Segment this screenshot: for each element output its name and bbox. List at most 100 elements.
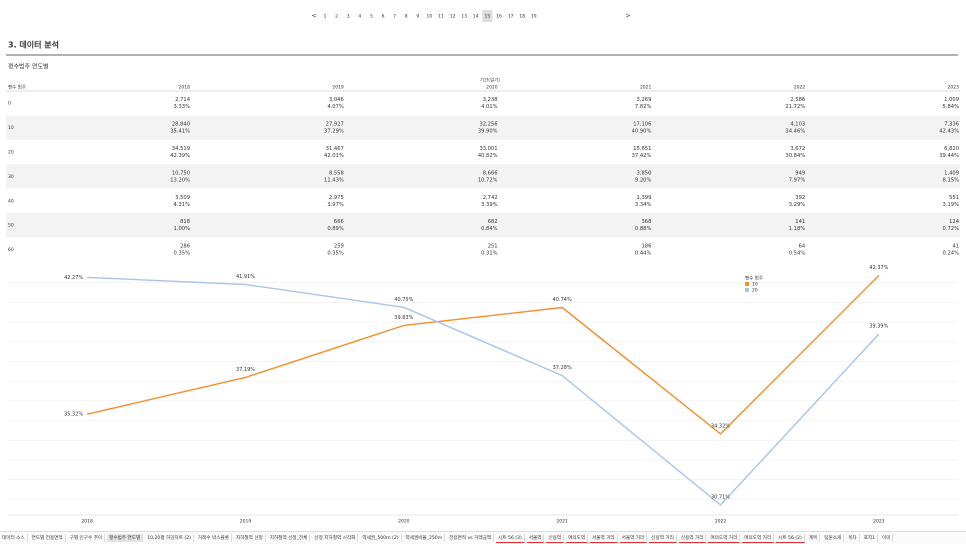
cell-share: 40.82% bbox=[478, 153, 498, 159]
data-label: 42.27% bbox=[64, 275, 83, 281]
sheet-tab[interactable]: 서울역 거리 bbox=[619, 533, 648, 543]
cell-count: 3,238 bbox=[483, 97, 498, 103]
cell-share: 39.44% bbox=[939, 153, 959, 159]
page-number[interactable]: 11 bbox=[438, 14, 444, 20]
page-number[interactable]: 13 bbox=[461, 14, 467, 20]
sheet-tab[interactable]: 역세권비율_250m bbox=[404, 534, 446, 542]
sheet-tab[interactable]: 구별 인구수 추이 bbox=[68, 534, 106, 542]
cell-count: 2,975 bbox=[329, 195, 344, 201]
legend-swatch bbox=[745, 288, 749, 292]
column-header: 2023 bbox=[948, 85, 960, 91]
row-label: 60 bbox=[8, 247, 14, 253]
sheet-tab[interactable]: 시트 56 (3) bbox=[496, 533, 525, 543]
cell-count: 3,509 bbox=[175, 195, 190, 201]
cell-count: 32,256 bbox=[479, 122, 497, 128]
cell-share: 0.88% bbox=[635, 226, 652, 232]
sheet-tab[interactable]: 팀원소개 bbox=[822, 534, 845, 542]
sheet-tab[interactable]: 연도별 전용면적 bbox=[30, 534, 66, 542]
sheet-tab[interactable]: 서울역 거리 bbox=[590, 533, 618, 543]
sheet-tab[interactable]: 신용역 거리 bbox=[649, 533, 677, 543]
cell-share: 4.01% bbox=[481, 104, 498, 110]
column-header: 2018 bbox=[179, 85, 191, 91]
sheet-tab[interactable]: 평수범주 연도별 bbox=[107, 534, 144, 542]
sheet-tab[interactable]: 지하철역 선정_전체 bbox=[268, 534, 311, 542]
row-label: 10 bbox=[8, 125, 14, 131]
sheet-tab[interactable]: 목차 bbox=[846, 534, 860, 542]
data-label: 34.32% bbox=[711, 423, 730, 429]
row-band bbox=[6, 164, 960, 189]
cell-share: 30.84% bbox=[785, 153, 805, 159]
page-number[interactable]: 3 bbox=[347, 14, 350, 20]
sheet-tab[interactable]: 시트 56 (2) bbox=[776, 533, 805, 543]
page-number[interactable]: 5 bbox=[370, 14, 373, 20]
page-number[interactable]: 2 bbox=[335, 14, 338, 20]
data-label: 41.91% bbox=[236, 274, 255, 280]
page-next[interactable]: > bbox=[625, 13, 630, 20]
sheet-tab[interactable]: 선정 지하철역 시각화 bbox=[312, 534, 359, 542]
data-label: 37.19% bbox=[236, 367, 255, 373]
sheet-tab[interactable]: 신용역 bbox=[546, 533, 565, 543]
data-label: 40.75% bbox=[394, 297, 413, 303]
cell-share: 0.35% bbox=[327, 251, 344, 257]
page-number[interactable]: 16 bbox=[496, 14, 502, 20]
sheet-tab[interactable]: 여의도역 bbox=[566, 533, 589, 543]
cell-count: 286 bbox=[180, 244, 190, 250]
page-number[interactable]: 15 bbox=[485, 14, 491, 20]
cell-count: 27,927 bbox=[326, 122, 344, 128]
cell-share: 42.43% bbox=[939, 129, 959, 135]
row-label: 40 bbox=[8, 198, 14, 204]
cell-count: 124 bbox=[949, 219, 960, 225]
page-number[interactable]: 14 bbox=[473, 14, 479, 20]
dashboard: 3. 데이터 분석 평수범주 연도별 <1 2 3 4 5 6 7 8 9 10 11 12 13 14 1… bbox=[6, 10, 960, 525]
page-number[interactable]: 6 bbox=[382, 14, 385, 20]
data-label: 30.71% bbox=[711, 494, 730, 500]
cell-count: 2,742 bbox=[483, 195, 498, 201]
page-number[interactable]: 17 bbox=[508, 14, 514, 20]
cell-count: 34,519 bbox=[172, 146, 190, 152]
cell-count: 186 bbox=[641, 244, 651, 250]
cell-share: 1.18% bbox=[789, 226, 806, 232]
sheet-tab[interactable]: 데이터 소스 bbox=[0, 534, 28, 542]
sheet-tab[interactable]: 거래수 박스플롯 bbox=[196, 534, 232, 542]
cell-count: 666 bbox=[334, 219, 344, 225]
cell-count: 7,336 bbox=[944, 122, 959, 128]
sheet-tab[interactable]: 여의도역 거리 bbox=[708, 533, 741, 543]
cell-share: 42.39% bbox=[170, 153, 190, 159]
sheet-tab[interactable]: 지하철역 선정 bbox=[234, 534, 266, 542]
cell-share: 0.89% bbox=[327, 226, 344, 232]
page-number[interactable]: 8 bbox=[405, 14, 408, 20]
cell-share: 0.44% bbox=[635, 251, 652, 257]
legend-label: 10 bbox=[752, 282, 758, 288]
cell-share: 13.20% bbox=[170, 177, 190, 183]
cell-share: 7.82% bbox=[635, 104, 652, 110]
cell-share: 4.07% bbox=[327, 104, 344, 110]
page-number[interactable]: 1 bbox=[324, 14, 327, 20]
page-number[interactable]: 19 bbox=[531, 14, 537, 20]
sheet-tab[interactable]: 계목 bbox=[807, 534, 821, 542]
sheet-tab[interactable]: 역세권_500m (2) bbox=[360, 534, 402, 542]
page-number[interactable]: 10 bbox=[427, 14, 433, 20]
page-number[interactable]: 4 bbox=[358, 14, 361, 20]
cell-share: 3.19% bbox=[943, 202, 960, 208]
cell-count: 3,046 bbox=[329, 97, 344, 103]
cell-count: 4,103 bbox=[790, 122, 805, 128]
page-prev[interactable]: < bbox=[311, 13, 316, 20]
sheet-tab[interactable]: 전용면적 vs 거래금액 bbox=[447, 534, 495, 542]
page-number[interactable]: 12 bbox=[450, 14, 456, 20]
cell-share: 35.41% bbox=[170, 129, 190, 135]
sheet-tab[interactable]: 서울역 bbox=[526, 533, 545, 543]
cell-count: 33,001 bbox=[479, 146, 497, 152]
page-number[interactable]: 9 bbox=[416, 14, 419, 20]
x-tick-label: 2021 bbox=[556, 519, 568, 525]
sheet-tab[interactable]: 표지1 bbox=[862, 534, 879, 542]
cell-count: 2,586 bbox=[790, 97, 805, 103]
sheet-tab[interactable]: 신용역 거리 bbox=[678, 533, 707, 543]
cell-share: 0.84% bbox=[481, 226, 498, 232]
page-number[interactable]: 18 bbox=[519, 14, 525, 20]
sheet-tab[interactable]: 이미 bbox=[880, 534, 894, 542]
sheet-tab[interactable]: 여의도역 거리 bbox=[742, 533, 775, 543]
sheet-tab[interactable]: 10,20평 하강차트 (2) bbox=[145, 534, 194, 542]
page-number[interactable]: 7 bbox=[393, 14, 396, 20]
cell-share: 0.35% bbox=[174, 251, 191, 257]
x-tick-label: 2020 bbox=[398, 519, 410, 525]
